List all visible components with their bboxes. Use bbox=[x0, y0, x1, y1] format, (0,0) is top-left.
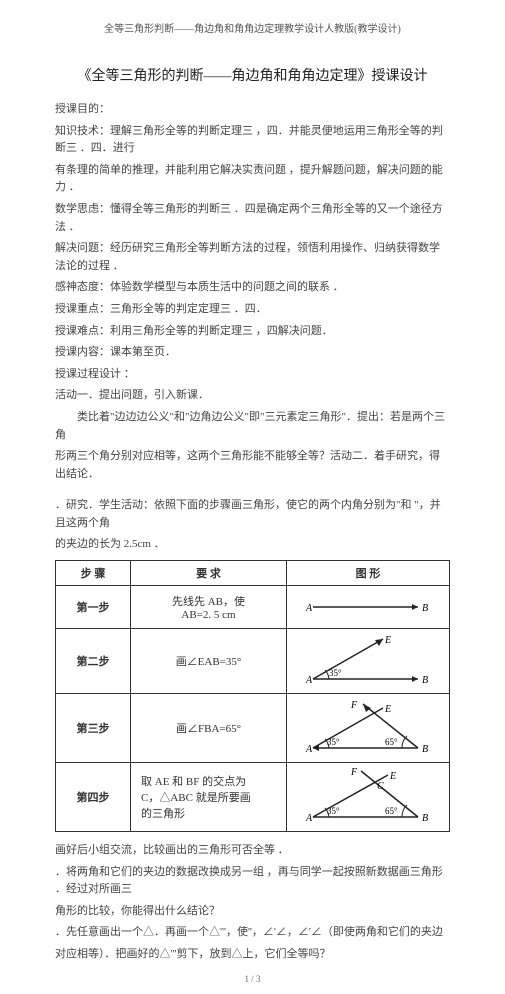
research-line-2: 的夹边的长为 2.5cm ． bbox=[55, 536, 450, 554]
svg-text:B: B bbox=[422, 744, 428, 755]
after-line-5: 对应相等）．把画好的△'''剪下，放到△上，它们全等吗？ bbox=[55, 946, 450, 964]
svg-text:A: A bbox=[305, 813, 313, 824]
page-top-header: 全等三角形判断——角边角和角角边定理教学设计人教版(教学设计) bbox=[55, 20, 450, 35]
svg-text:35°: 35° bbox=[327, 737, 340, 747]
after-line-3: 角形的比较，你能得出什么结论？ bbox=[55, 903, 450, 921]
table-header-fig: 图 形 bbox=[287, 561, 450, 586]
lesson-title: 《全等三角形的判断——角边角和角角边定理》授课设计 bbox=[55, 65, 450, 85]
intro-line: 授课内容：课本第至页． bbox=[55, 344, 450, 362]
intro-line: 授课难点：利用三角形全等的判断定理三 ，四解决问题． bbox=[55, 323, 450, 341]
table-header-req: 要 求 bbox=[131, 561, 287, 586]
after-line-1: 画好后小组交流，比较画出的三角形可否全等 ． bbox=[55, 842, 450, 860]
figure-cell: A B bbox=[287, 586, 450, 629]
svg-text:C: C bbox=[377, 781, 384, 792]
intro-line: 授课过程设计 ： bbox=[55, 366, 450, 384]
analogy-line-1: 类比着"边边边公义"和"边角边公义"即"三元素定三角形"．提出：若是两个三角 bbox=[55, 409, 450, 444]
step-cell: 第一步 bbox=[56, 586, 131, 629]
svg-text:A: A bbox=[305, 603, 313, 614]
req-cell: 先线先 AB，使 AB=2. 5 cm bbox=[131, 586, 287, 629]
svg-text:A: A bbox=[305, 675, 313, 686]
req-cell: 画∠FBA=65° bbox=[131, 694, 287, 763]
step-cell: 第四步 bbox=[56, 763, 131, 832]
intro-line: 授课目的： bbox=[55, 101, 450, 119]
svg-text:B: B bbox=[422, 603, 428, 614]
intro-line: 数学思虑：懂得全等三角形的判断三 ．四是确定两个三角形全等的又一个途径方法 ． bbox=[55, 201, 450, 236]
req-cell: 画∠EAB=35° bbox=[131, 629, 287, 694]
step-cell: 第三步 bbox=[56, 694, 131, 763]
table-header-step: 步 骤 bbox=[56, 561, 131, 586]
table-row: 第一步 先线先 AB，使 AB=2. 5 cm A B bbox=[56, 586, 450, 629]
figure-cell: A B E 35° bbox=[287, 629, 450, 694]
svg-text:35°: 35° bbox=[327, 806, 340, 816]
table-row: 第二步 画∠EAB=35° A B E 35° bbox=[56, 629, 450, 694]
svg-text:E: E bbox=[384, 635, 391, 646]
svg-text:E: E bbox=[384, 704, 391, 715]
svg-text:B: B bbox=[422, 813, 428, 824]
intro-line: 解决问题：经历研究三角形全等判断方法的过程，领悟利用操作、归纳获得数学法论的过程… bbox=[55, 240, 450, 275]
svg-text:B: B bbox=[422, 675, 428, 686]
svg-text:E: E bbox=[389, 771, 396, 782]
intro-section: 授课目的： 知识技术：理解三角形全等的判断定理三 ，四．并能灵便地运用三角形全等的… bbox=[55, 101, 450, 405]
req-cell: 取 AE 和 BF 的交点为 C，△ABC 就是所要画 的三角形 bbox=[131, 763, 287, 832]
page-footer: 1 / 3 bbox=[55, 974, 450, 984]
intro-line: 授课重点：三角形全等的判定定理三 ．四． bbox=[55, 301, 450, 319]
svg-text:F: F bbox=[350, 767, 358, 778]
figure-cell: A B E F C 35° 65° bbox=[287, 763, 450, 832]
intro-line: 感神态度：体验数学模型与本质生活中的问题之间的联系 ． bbox=[55, 279, 450, 297]
after-line-2: ．将两角和它们的夹边的数据改换成另一组 ，再与同学一起按照新数据画三角形 ．经过… bbox=[55, 864, 450, 899]
research-line-1: ．研究．学生活动：依照下面的步骤画三角形，使它的两个内角分别为"和 "，并且这两… bbox=[55, 497, 450, 532]
table-row: 第三步 画∠FBA=65° A B E F 35° bbox=[56, 694, 450, 763]
table-row: 第四步 取 AE 和 BF 的交点为 C，△ABC 就是所要画 的三角形 A B… bbox=[56, 763, 450, 832]
intro-line: 知识技术：理解三角形全等的判断定理三 ，四．并能灵便地运用三角形全等的判断三 ．… bbox=[55, 123, 450, 158]
svg-text:F: F bbox=[350, 700, 358, 711]
svg-text:A: A bbox=[305, 744, 313, 755]
svg-text:35°: 35° bbox=[329, 668, 342, 678]
figure-cell: A B E F 35° 65° bbox=[287, 694, 450, 763]
after-line-4: ．先任意画出一个△．再画一个△'''，使''，∠'∠，∠'∠（即使两角和它们的夹… bbox=[55, 924, 450, 942]
intro-line: 有条理的简单的推理，并能利用它解决实责问题 ，提升解题问题，解决问题的能力 ． bbox=[55, 162, 450, 197]
svg-text:65°: 65° bbox=[385, 737, 398, 747]
step-cell: 第二步 bbox=[56, 629, 131, 694]
analogy-line-2: 形两三个角分别对应相等，这两个三角形能不能够全等？活动二．着手研究，得出结论． bbox=[55, 448, 450, 483]
svg-text:65°: 65° bbox=[385, 806, 398, 816]
intro-line: 活动一．提出问题，引入新课． bbox=[55, 387, 450, 405]
steps-table: 步 骤 要 求 图 形 第一步 先线先 AB，使 AB=2. 5 cm A B … bbox=[55, 560, 450, 832]
